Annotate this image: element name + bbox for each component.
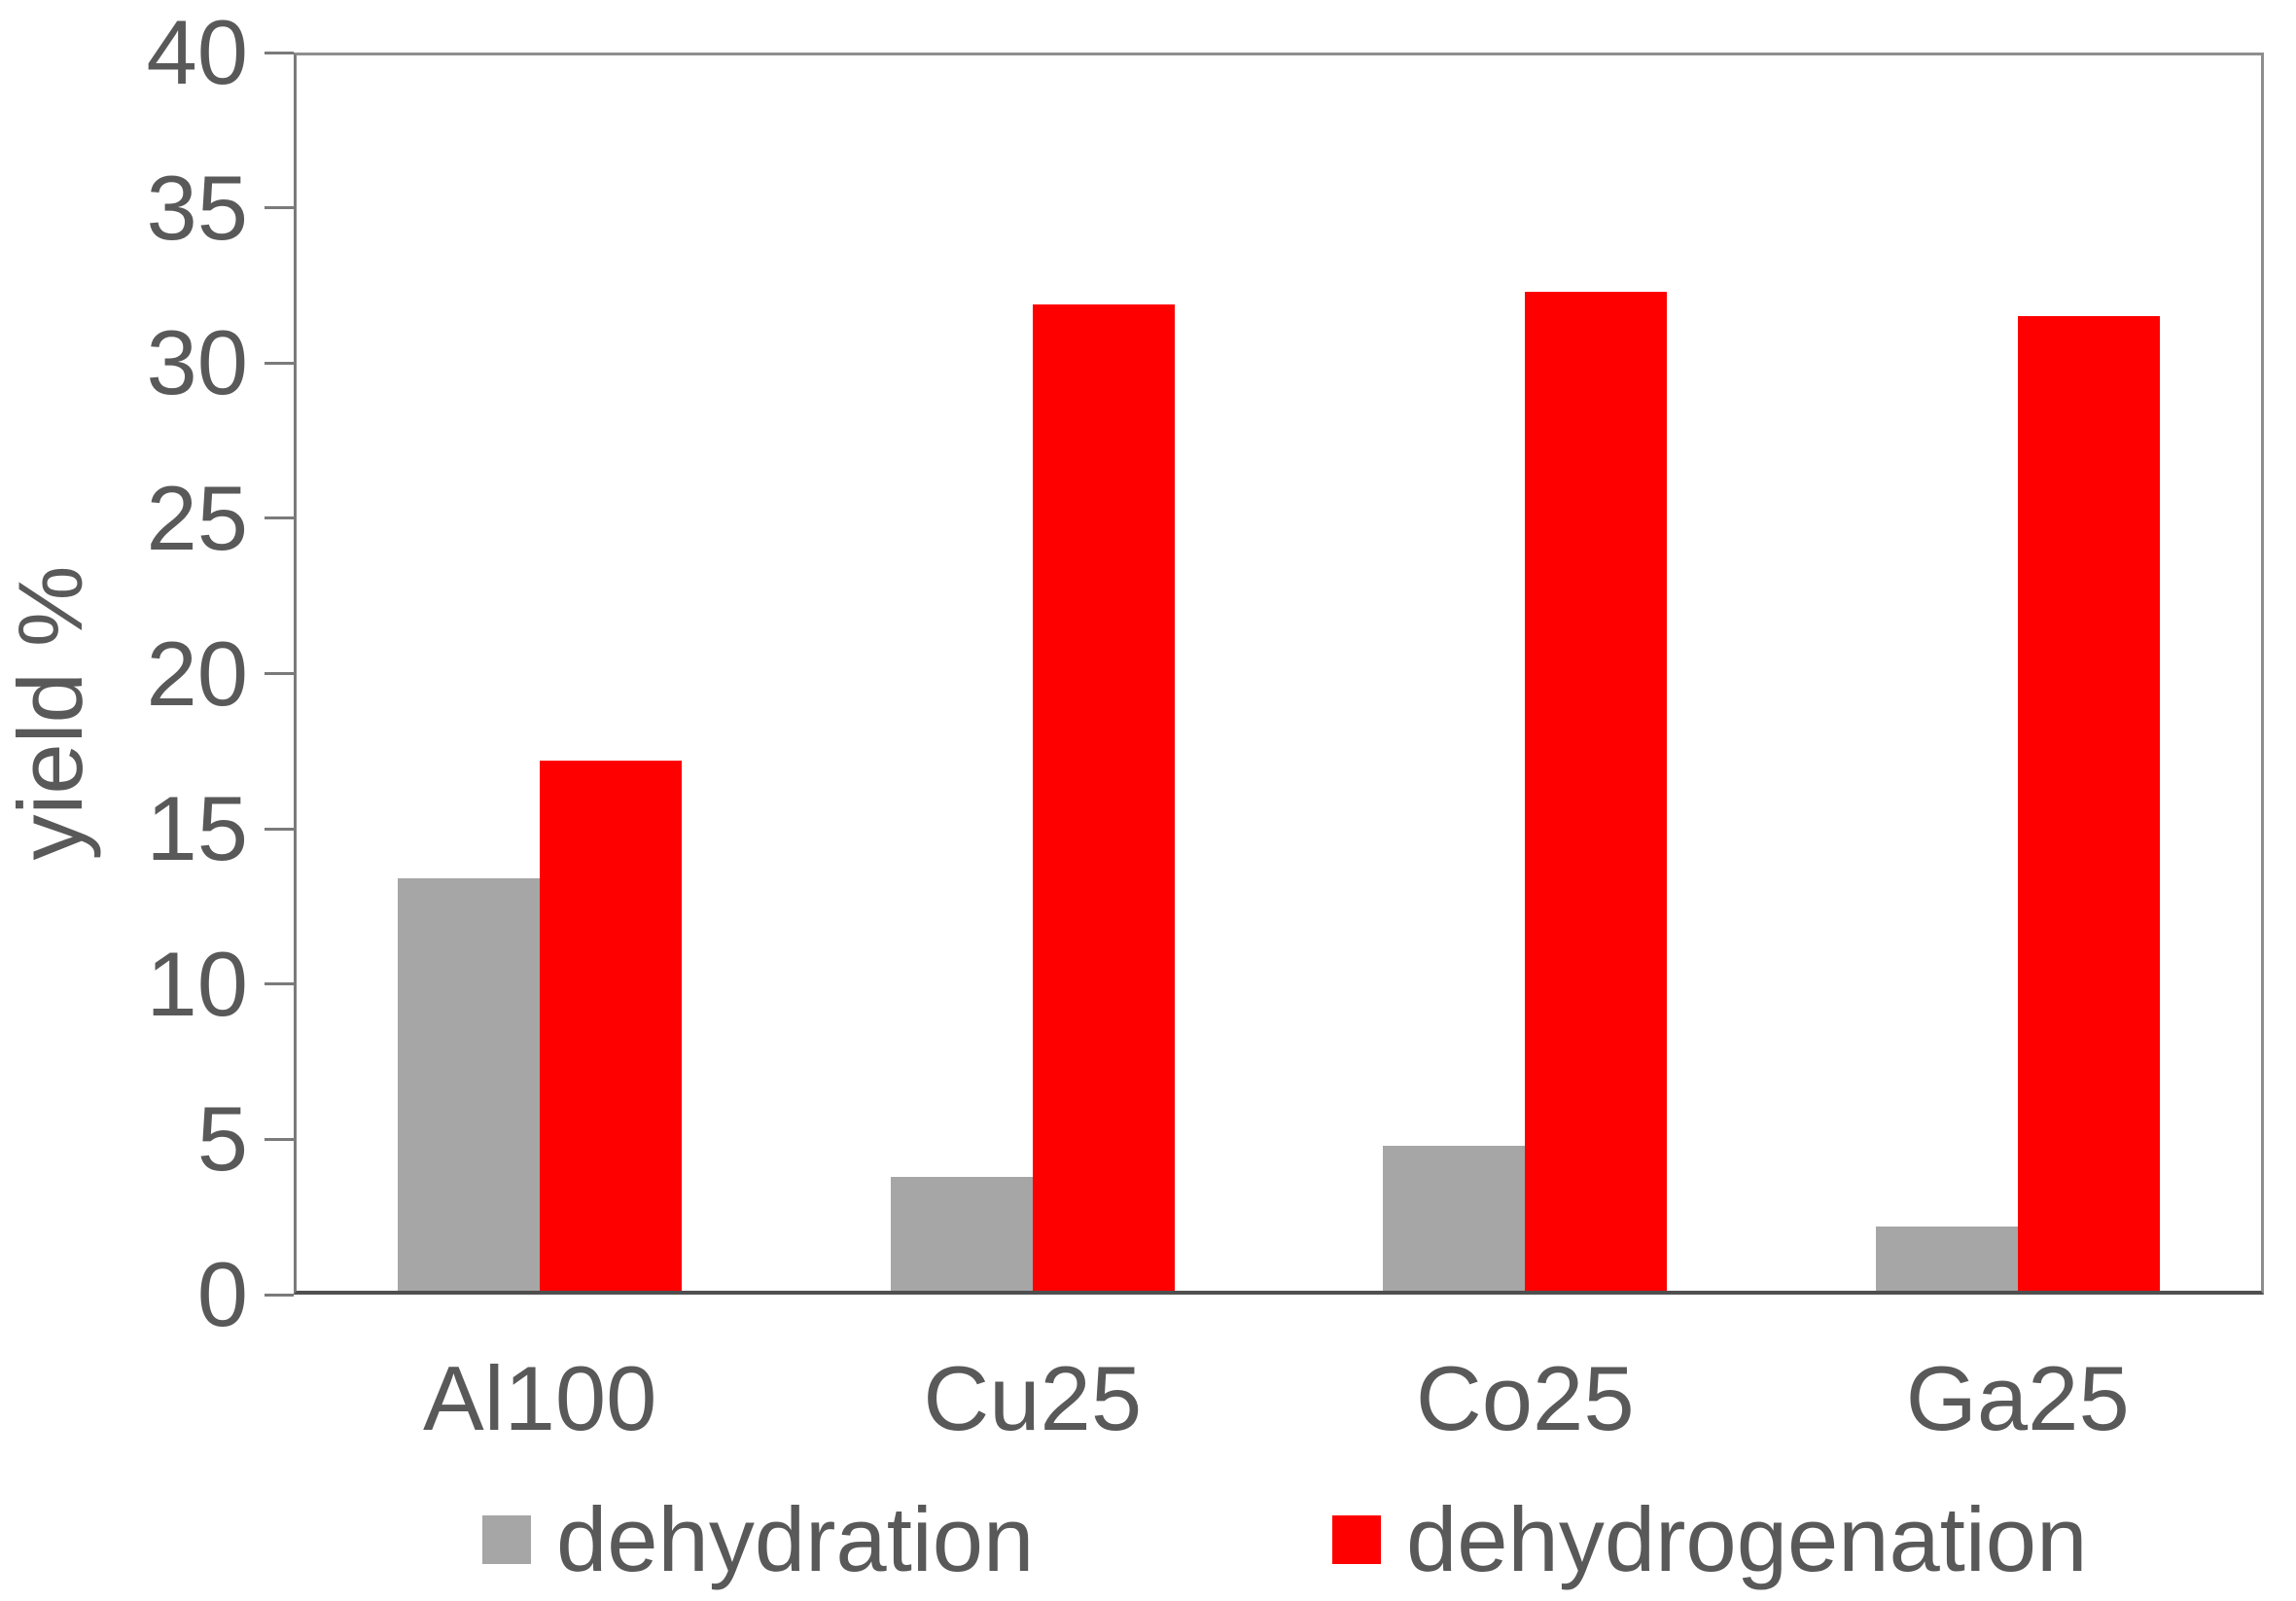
legend-marker-dehydrogenation: [1332, 1515, 1381, 1564]
x-category-label: Ga25: [1905, 1347, 2130, 1449]
legend-label: dehydrogenation: [1406, 1488, 2088, 1590]
bar-dehydration-Co25: [1383, 1145, 1525, 1295]
y-tick-mark: [265, 51, 294, 54]
bar-dehydration-Cu25: [890, 1176, 1033, 1295]
y-tick-mark: [265, 672, 294, 675]
y-tick-label: 20: [146, 622, 248, 725]
legend-label: dehydration: [556, 1488, 1035, 1590]
y-tick-label: 0: [196, 1243, 248, 1345]
bar-dehydrogenation-Cu25: [1032, 303, 1175, 1295]
bar-dehydrogenation-Co25: [1525, 291, 1667, 1295]
legend-item-dehydration: dehydration: [482, 1488, 1034, 1590]
legend-marker-dehydration: [482, 1515, 531, 1564]
bar-dehydration-Al100: [398, 878, 540, 1295]
y-tick-label: 40: [146, 1, 248, 103]
y-tick-mark: [265, 982, 294, 986]
bar-dehydration-Ga25: [1875, 1226, 2018, 1295]
y-tick-mark: [265, 516, 294, 520]
y-tick-mark: [265, 1137, 294, 1141]
bar-dehydrogenation-Ga25: [2017, 316, 2160, 1295]
legend-item-dehydrogenation: dehydrogenation: [1332, 1488, 2087, 1590]
y-tick-mark: [265, 206, 294, 210]
y-tick-label: 10: [146, 932, 248, 1035]
y-axis-title: yield %: [0, 565, 101, 861]
y-tick-mark: [265, 361, 294, 365]
x-category-label: Al100: [423, 1347, 657, 1449]
y-tick-label: 35: [146, 156, 248, 259]
y-tick-label: 5: [196, 1087, 248, 1191]
y-tick-mark: [265, 827, 294, 831]
y-tick-label: 25: [146, 466, 248, 569]
x-category-label: Cu25: [923, 1347, 1143, 1449]
bar-dehydrogenation-Al100: [540, 760, 682, 1295]
y-tick-label: 30: [146, 311, 248, 414]
y-tick-mark: [265, 1293, 294, 1297]
y-tick-label: 15: [146, 777, 248, 880]
x-category-label: Co25: [1415, 1347, 1635, 1449]
